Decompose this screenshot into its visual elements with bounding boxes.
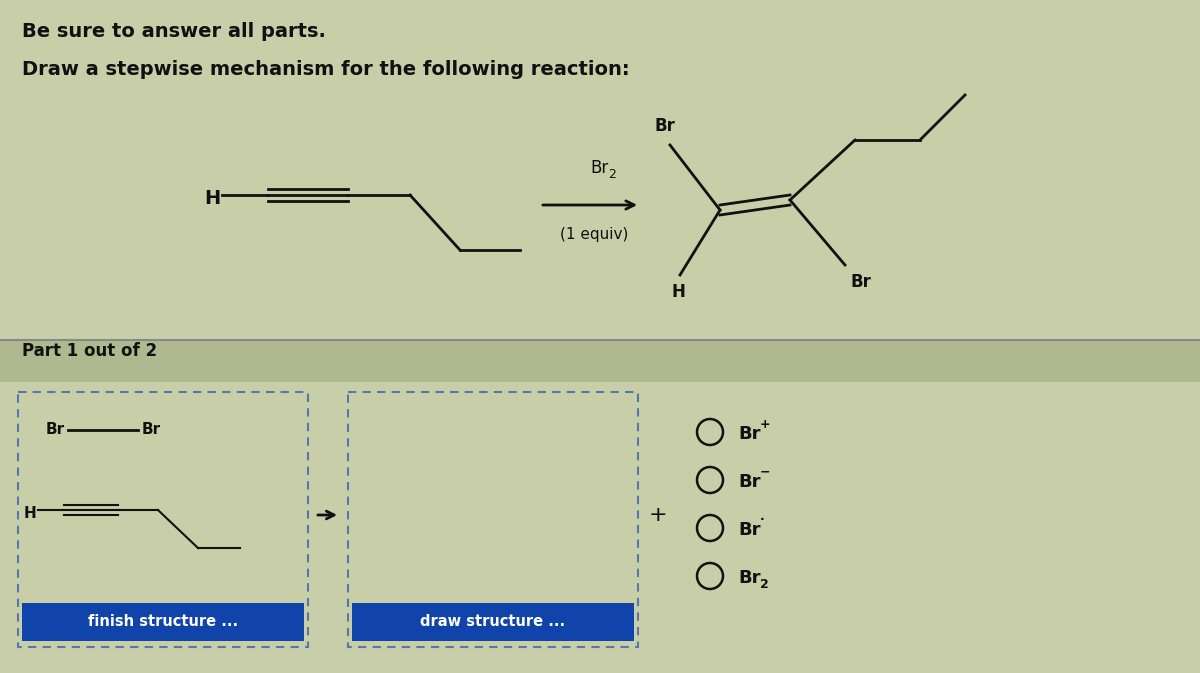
Text: H: H bbox=[671, 283, 685, 301]
Text: Br: Br bbox=[738, 473, 761, 491]
Text: Br: Br bbox=[46, 423, 65, 437]
Text: Br: Br bbox=[590, 159, 608, 177]
Bar bbox=[348, 392, 638, 647]
Text: Br: Br bbox=[738, 425, 761, 443]
Bar bbox=[352, 603, 634, 641]
Text: H: H bbox=[23, 505, 36, 520]
Text: Br: Br bbox=[738, 569, 761, 587]
Text: Be sure to answer all parts.: Be sure to answer all parts. bbox=[22, 22, 326, 41]
Bar bbox=[18, 392, 308, 647]
Bar bbox=[0, 340, 1200, 382]
Text: draw structure ...: draw structure ... bbox=[420, 614, 565, 629]
Text: (1 equiv): (1 equiv) bbox=[560, 227, 629, 242]
Text: finish structure ...: finish structure ... bbox=[88, 614, 238, 629]
Text: Br: Br bbox=[850, 273, 871, 291]
Text: ·: · bbox=[760, 513, 764, 526]
Text: 2: 2 bbox=[608, 168, 616, 181]
Text: H: H bbox=[204, 190, 220, 209]
Text: 2: 2 bbox=[760, 577, 769, 590]
Text: Br: Br bbox=[142, 423, 161, 437]
Text: Br: Br bbox=[654, 117, 676, 135]
Text: Br: Br bbox=[738, 521, 761, 539]
Text: Draw a stepwise mechanism for the following reaction:: Draw a stepwise mechanism for the follow… bbox=[22, 60, 630, 79]
Text: +: + bbox=[760, 417, 770, 431]
Bar bbox=[22, 603, 304, 641]
Text: −: − bbox=[760, 466, 770, 479]
Text: Part 1 out of 2: Part 1 out of 2 bbox=[22, 342, 157, 360]
Text: +: + bbox=[649, 505, 667, 525]
